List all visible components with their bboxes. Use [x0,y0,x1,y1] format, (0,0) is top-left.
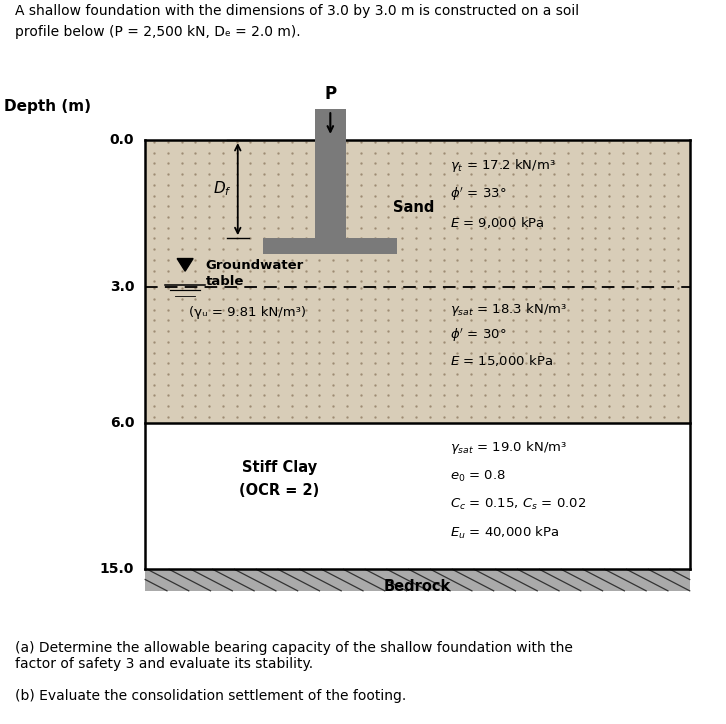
Text: $\gamma_{sat}$ = 19.0 kN/m³: $\gamma_{sat}$ = 19.0 kN/m³ [450,439,567,456]
Polygon shape [177,258,193,272]
Text: Sand: Sand [393,201,434,216]
Text: $C_c$ = 0.15, $C_s$ = 0.02: $C_c$ = 0.15, $C_s$ = 0.02 [450,497,587,512]
Bar [145,423,690,569]
Text: table: table [205,275,244,288]
Text: Stiff Clay: Stiff Clay [242,460,317,475]
Text: $\phi'$ = 33°: $\phi'$ = 33° [450,185,507,203]
Text: $\gamma_t$ = 17.2 kN/m³: $\gamma_t$ = 17.2 kN/m³ [450,157,556,174]
Text: (γᵤ = 9.81 kN/m³): (γᵤ = 9.81 kN/m³) [189,306,306,319]
Text: 6.0: 6.0 [110,416,134,429]
Text: 0.0: 0.0 [110,133,134,147]
Text: Groundwater: Groundwater [205,259,303,272]
Text: (b) Evaluate the consolidation settlement of the footing.: (b) Evaluate the consolidation settlemen… [15,689,406,703]
Text: $E_u$ = 40,000 kPa: $E_u$ = 40,000 kPa [450,525,559,541]
Bar [145,569,690,591]
Bar [145,140,690,287]
Text: $\phi'$ = 30°: $\phi'$ = 30° [450,327,507,344]
Text: Depth (m): Depth (m) [4,98,91,114]
Bar [264,238,398,254]
Bar [145,287,690,423]
Bar [315,109,346,140]
Text: $\gamma_{sat}$ = 18.3 kN/m³: $\gamma_{sat}$ = 18.3 kN/m³ [450,301,567,318]
Text: Bedrock: Bedrock [384,579,451,594]
Text: A shallow foundation with the dimensions of 3.0 by 3.0 m is constructed on a soi: A shallow foundation with the dimensions… [15,4,579,17]
Text: $e_0$ = 0.8: $e_0$ = 0.8 [450,468,506,484]
Text: $E$ = 15,000 kPa: $E$ = 15,000 kPa [450,353,553,368]
Text: (a) Determine the allowable bearing capacity of the shallow foundation with the
: (a) Determine the allowable bearing capa… [15,641,572,671]
Text: (OCR = 2): (OCR = 2) [240,483,319,498]
Text: 3.0: 3.0 [110,280,134,294]
Text: P: P [325,85,336,104]
Text: $E$ = 9,000 kPa: $E$ = 9,000 kPa [450,214,544,230]
Text: profile below (P = 2,500 kN, Dₑ = 2.0 m).: profile below (P = 2,500 kN, Dₑ = 2.0 m)… [15,25,300,38]
Text: $D_f$: $D_f$ [213,180,232,198]
Text: 15.0: 15.0 [100,563,134,576]
Bar [315,140,346,238]
